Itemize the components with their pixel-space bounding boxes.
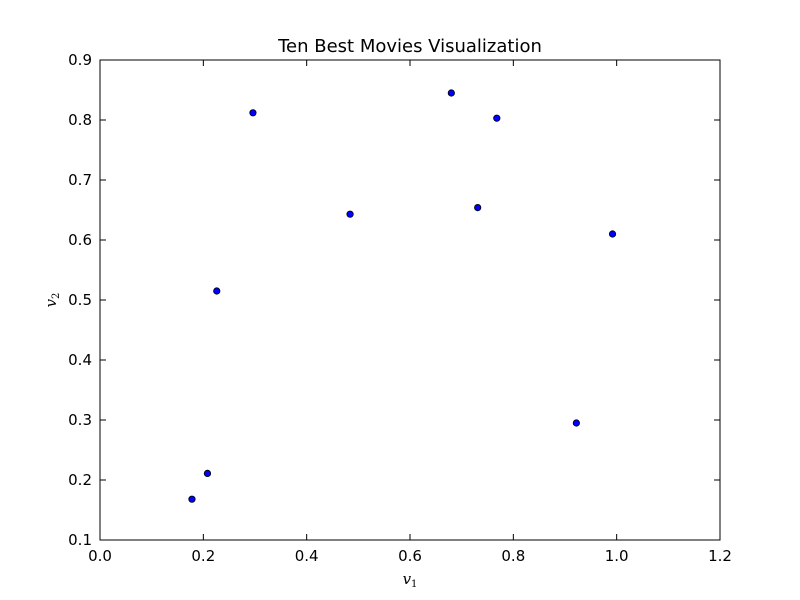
x-tick-label: 0.6	[398, 547, 422, 565]
data-point	[447, 89, 455, 97]
data-point	[346, 210, 354, 218]
y-tick-label: 0.3	[68, 411, 92, 429]
x-axis-label-main: v	[403, 570, 412, 588]
y-axis-label: v2	[42, 293, 62, 308]
y-tick-label: 0.8	[68, 111, 92, 129]
x-tick-label: 0.0	[88, 547, 112, 565]
x-tick-label: 0.2	[191, 547, 215, 565]
plot-frame	[99, 59, 721, 541]
x-tick-label: 1.2	[708, 547, 732, 565]
data-point	[572, 419, 580, 427]
x-tick-label: 0.8	[501, 547, 525, 565]
axis-ticks: 0.0 0.2 0.4 0.6 0.8 1.0 1.2 0.1 0.2 0.3 0.4 0.5 0.6 0…	[68, 51, 732, 565]
data-point	[188, 495, 196, 503]
data-points	[188, 89, 617, 503]
y-tick-label: 0.6	[68, 231, 92, 249]
data-point	[608, 230, 617, 238]
x-axis-label: v1	[403, 570, 418, 590]
y-tick-label: 0.1	[68, 531, 92, 549]
data-point	[249, 109, 257, 117]
y-tick-label: 0.4	[68, 351, 92, 369]
plot-area	[100, 60, 720, 540]
x-tick-label: 0.4	[295, 547, 319, 565]
y-tick-label: 0.7	[68, 171, 92, 189]
data-point	[213, 287, 221, 295]
y-tick-label: 0.9	[68, 51, 92, 69]
y-axis-label-main: v	[42, 298, 60, 307]
y-axis-label-sub: 2	[51, 293, 62, 299]
chart-title: Ten Best Movies Visualization	[277, 36, 542, 57]
data-point	[474, 204, 482, 212]
x-tick-label: 1.0	[605, 547, 629, 565]
data-point	[493, 114, 501, 122]
y-tick-label: 0.2	[68, 471, 92, 489]
x-axis-label-sub: 1	[411, 579, 417, 590]
y-tick-label: 0.5	[68, 291, 92, 309]
data-point	[203, 469, 212, 477]
